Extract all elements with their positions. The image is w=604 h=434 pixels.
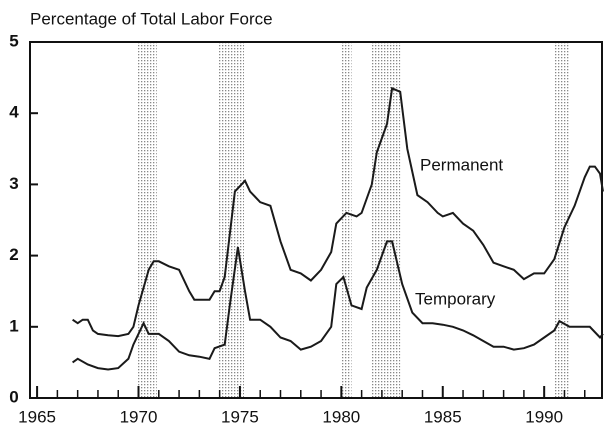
y-tick-label: 3 — [9, 174, 18, 193]
x-tick-label: 1975 — [221, 407, 259, 426]
series-line — [72, 86, 604, 338]
series-label: Permanent — [420, 155, 503, 174]
x-tick-label: 1980 — [322, 407, 360, 426]
chart-title: Percentage of Total Labor Force — [30, 9, 273, 28]
series-label: Temporary — [415, 289, 496, 308]
y-tick-label: 1 — [9, 316, 18, 335]
recession-band — [136, 42, 157, 398]
y-tick-label: 4 — [9, 103, 19, 122]
y-tick-label: 0 — [9, 387, 18, 406]
recession-band — [554, 42, 569, 398]
x-tick-label: 1965 — [18, 407, 56, 426]
series-line — [72, 240, 604, 371]
recession-band — [371, 42, 401, 398]
recession-band — [341, 42, 352, 398]
plot-frame — [29, 41, 603, 399]
y-tick-label: 5 — [9, 31, 18, 50]
x-tick-label: 1990 — [525, 407, 563, 426]
x-tick-label: 1985 — [424, 407, 462, 426]
y-tick-label: 2 — [9, 245, 18, 264]
x-tick-label: 1970 — [120, 407, 158, 426]
